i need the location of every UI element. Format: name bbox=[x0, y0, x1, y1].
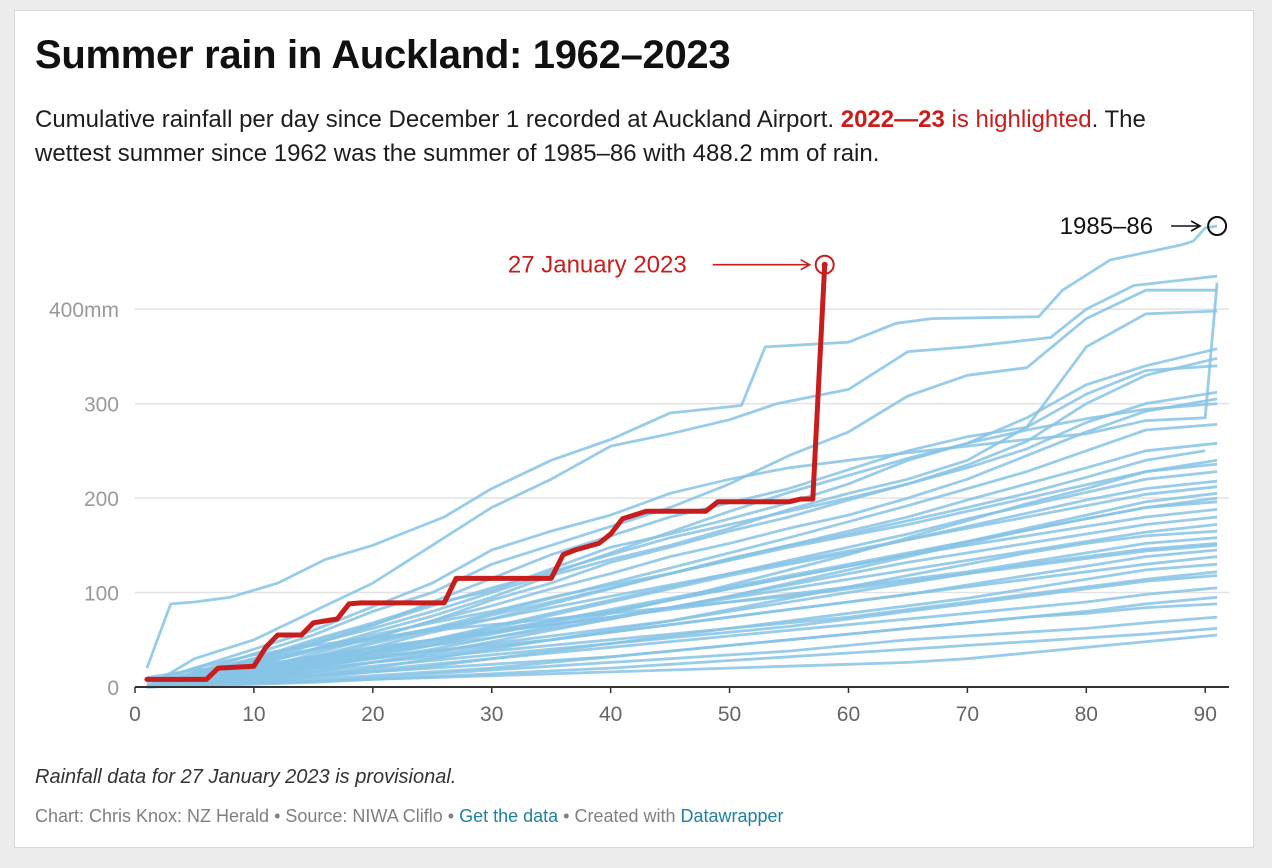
background-series-group bbox=[145, 224, 1219, 689]
series-line-S17 bbox=[146, 485, 1218, 689]
x-tick-label: 90 bbox=[1194, 703, 1217, 726]
annotation-marker-jan-27 bbox=[814, 254, 835, 275]
series-line-S24 bbox=[146, 536, 1218, 689]
chart-subtitle: Cumulative rainfall per day since Decemb… bbox=[35, 103, 1205, 171]
y-tick-label: 100 bbox=[84, 583, 119, 606]
annotation-arrowhead-1985-86 bbox=[1190, 220, 1202, 232]
x-tick-label: 60 bbox=[837, 703, 860, 726]
annotation-label-jan-27: 27 January 2023 bbox=[508, 252, 687, 279]
y-tick-label: 200 bbox=[84, 488, 119, 511]
footer-created-with: • Created with bbox=[558, 806, 681, 826]
highlight-series-group bbox=[144, 262, 828, 682]
series-line-S07 bbox=[146, 356, 1218, 689]
series-line-S02 bbox=[146, 274, 1218, 689]
series-line-S39 bbox=[146, 543, 1218, 689]
series-line-S10 bbox=[146, 397, 1218, 687]
annotations: 27 January 2023 1985–86 bbox=[508, 216, 1228, 279]
subtitle-text-2: . The wettest summer since 1962 was the … bbox=[35, 106, 1146, 167]
x-tick-label: 10 bbox=[242, 703, 265, 726]
subtitle-highlight-year: 2022—23 bbox=[840, 106, 945, 133]
series-line-S36 bbox=[146, 633, 1218, 689]
series-line-S37 bbox=[146, 458, 1218, 689]
chart-footer: Chart: Chris Knox: NZ Herald • Source: N… bbox=[35, 806, 784, 827]
x-tick-label: 70 bbox=[956, 703, 979, 726]
chart-card: Summer rain in Auckland: 1962–2023 Cumul… bbox=[14, 10, 1254, 848]
provisional-note: Rainfall data for 27 January 2023 is pro… bbox=[35, 766, 457, 788]
y-tick-label: 0 bbox=[107, 677, 119, 700]
series-line-S30 bbox=[146, 574, 1218, 689]
x-tick-label: 20 bbox=[361, 703, 384, 726]
annotation-dot-jan-27 bbox=[821, 261, 828, 268]
x-tick-label: 80 bbox=[1075, 703, 1098, 726]
y-tick-label: 400mm bbox=[49, 299, 119, 322]
subtitle-highlight-is: is bbox=[944, 106, 969, 133]
annotation-marker-1985-86 bbox=[1207, 216, 1228, 236]
chart-title: Summer rain in Auckland: 1962–2023 bbox=[35, 33, 731, 77]
series-line-S28 bbox=[146, 562, 1218, 689]
x-tick-label: 0 bbox=[129, 703, 141, 726]
axes: 0 100 200 300 400mm 0 10 20 30 40 50 60 70 80 90 bbox=[49, 299, 1229, 726]
gridlines bbox=[135, 308, 1229, 594]
series-line-S31 bbox=[146, 586, 1218, 689]
rainfall-line-chart: 0 100 200 300 400mm 0 10 20 30 40 50 60 70 80 90 27 Ja… bbox=[49, 216, 1229, 726]
annotation-label-1985-86: 1985–86 bbox=[1060, 216, 1153, 240]
series-line-1985–86 bbox=[145, 224, 1218, 669]
datawrapper-link[interactable]: Datawrapper bbox=[680, 806, 784, 826]
series-line-S27 bbox=[146, 555, 1218, 689]
highlight-series-line-2022-23 bbox=[144, 262, 828, 682]
series-line-S33 bbox=[146, 602, 1218, 689]
x-tick-label: 30 bbox=[480, 703, 503, 726]
subtitle-text-1: Cumulative rainfall per day since Decemb… bbox=[35, 106, 841, 133]
get-the-data-link[interactable]: Get the data bbox=[459, 806, 559, 826]
x-tick-label: 50 bbox=[718, 703, 741, 726]
series-line-S06 bbox=[146, 347, 1218, 689]
series-line-S09 bbox=[146, 390, 1218, 689]
annotation-arrowhead-jan-27 bbox=[800, 259, 812, 271]
x-tick-label: 40 bbox=[599, 703, 622, 726]
subtitle-highlight-word: highlighted bbox=[975, 106, 1092, 133]
footer-credit: Chart: Chris Knox: NZ Herald • Source: N… bbox=[35, 806, 460, 826]
series-line-S40 bbox=[146, 402, 1218, 689]
series-line-S04 bbox=[146, 288, 1218, 689]
y-tick-label: 300 bbox=[84, 394, 119, 417]
series-line-S29 bbox=[146, 570, 1218, 689]
